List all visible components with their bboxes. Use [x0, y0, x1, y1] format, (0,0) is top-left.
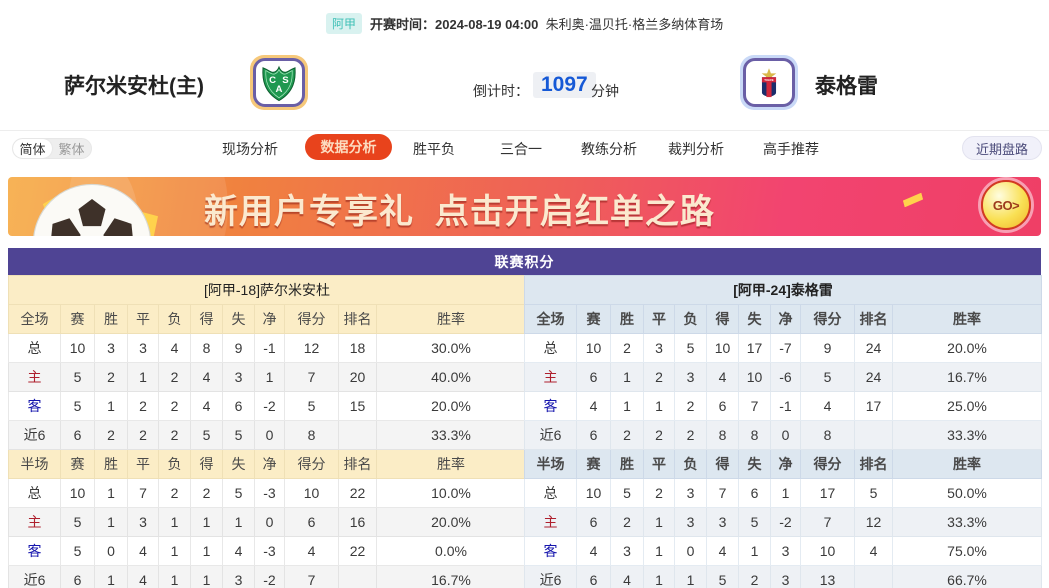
svg-text:S: S: [282, 75, 289, 86]
svg-text:A: A: [276, 84, 283, 95]
svg-text:TIGRE: TIGRE: [764, 77, 774, 81]
svg-text:C: C: [269, 75, 276, 86]
